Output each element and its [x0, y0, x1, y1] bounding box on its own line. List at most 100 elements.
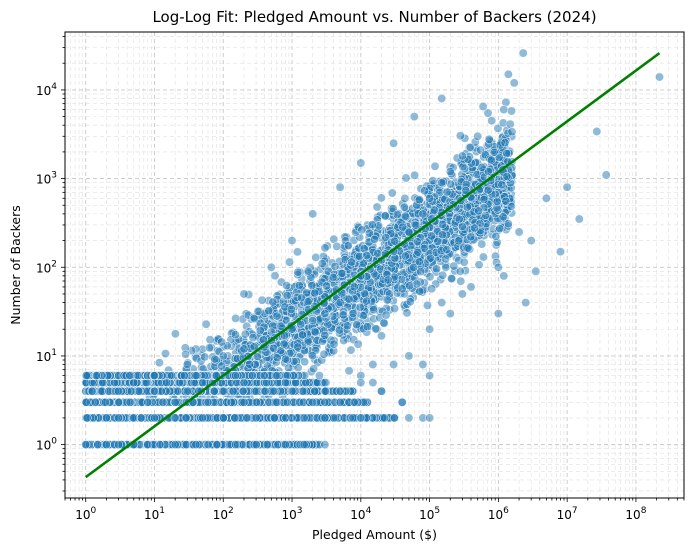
data-point [310, 288, 320, 298]
data-point [390, 304, 400, 313]
data-point [303, 266, 313, 276]
data-point [465, 143, 475, 152]
data-point [335, 325, 344, 335]
data-point [423, 300, 432, 310]
data-point [413, 237, 422, 247]
data-point [344, 294, 354, 304]
data-point [210, 354, 220, 364]
data-point [380, 211, 390, 221]
data-point [501, 196, 511, 206]
data-point [257, 295, 267, 305]
data-point [205, 343, 214, 353]
data-point [358, 311, 368, 321]
data-point [442, 245, 452, 255]
data-point [447, 274, 456, 283]
data-point [362, 296, 372, 306]
data-point [430, 161, 440, 171]
data-point [411, 220, 421, 230]
data-point [300, 357, 310, 367]
data-point [347, 257, 357, 267]
data-point [400, 251, 410, 261]
data-point [362, 251, 372, 260]
data-point [352, 320, 362, 329]
data-point [432, 264, 441, 274]
data-point [346, 345, 356, 355]
data-point [474, 206, 484, 216]
data-point [405, 281, 415, 291]
data-point [402, 308, 412, 318]
data-point [370, 234, 379, 244]
data-point [489, 147, 499, 157]
data-point [161, 349, 170, 359]
data-point [438, 270, 448, 280]
data-point [478, 252, 488, 262]
data-point [320, 330, 330, 340]
data-point [507, 106, 516, 116]
data-point [332, 241, 342, 251]
data-point [486, 155, 496, 165]
data-point [466, 232, 476, 242]
data-point [397, 274, 407, 284]
data-point [205, 335, 215, 345]
data-point [344, 366, 354, 376]
data-point [310, 327, 320, 337]
data-point [372, 202, 382, 212]
data-point [268, 297, 278, 307]
data-point [477, 162, 487, 172]
data-point [307, 351, 317, 361]
data-point [293, 342, 303, 352]
data-point [330, 261, 340, 271]
data-point [307, 281, 317, 291]
data-point [293, 267, 303, 277]
data-point [392, 210, 402, 219]
scatter-points [81, 48, 664, 450]
data-point [502, 172, 512, 181]
data-point [309, 364, 319, 374]
data-point [217, 361, 227, 371]
data-point [367, 220, 377, 230]
data-point [381, 310, 391, 320]
data-point [442, 187, 452, 197]
data-point [401, 173, 411, 183]
data-point [457, 222, 467, 231]
data-point [337, 268, 347, 278]
data-point [412, 279, 422, 289]
data-point [343, 241, 353, 250]
data-point [303, 297, 313, 307]
data-point [377, 331, 386, 341]
data-point [285, 257, 294, 267]
data-point [483, 185, 493, 195]
data-point [414, 257, 424, 267]
data-point [217, 337, 227, 347]
data-point [245, 359, 255, 369]
data-point [284, 363, 294, 373]
data-point [240, 329, 250, 339]
data-point [455, 131, 465, 141]
data-point [420, 186, 429, 196]
data-point [500, 138, 510, 148]
data-point [264, 306, 274, 316]
data-point [413, 247, 423, 257]
data-point [376, 193, 386, 203]
data-point [369, 305, 379, 315]
data-point [455, 266, 465, 276]
data-point [427, 284, 437, 294]
data-point [479, 195, 489, 204]
data-point [293, 247, 302, 257]
data-point [470, 223, 480, 233]
data-point [339, 310, 348, 320]
data-point [438, 219, 447, 229]
data-point [248, 333, 258, 343]
data-point [321, 281, 331, 291]
data-point [282, 291, 292, 301]
data-point [279, 339, 289, 349]
data-point [319, 349, 329, 359]
data-point [379, 318, 389, 328]
data-point [491, 231, 501, 241]
data-point [497, 180, 507, 190]
data-point [426, 253, 436, 263]
data-point [329, 339, 339, 349]
data-point [400, 193, 410, 203]
data-point [154, 358, 164, 368]
